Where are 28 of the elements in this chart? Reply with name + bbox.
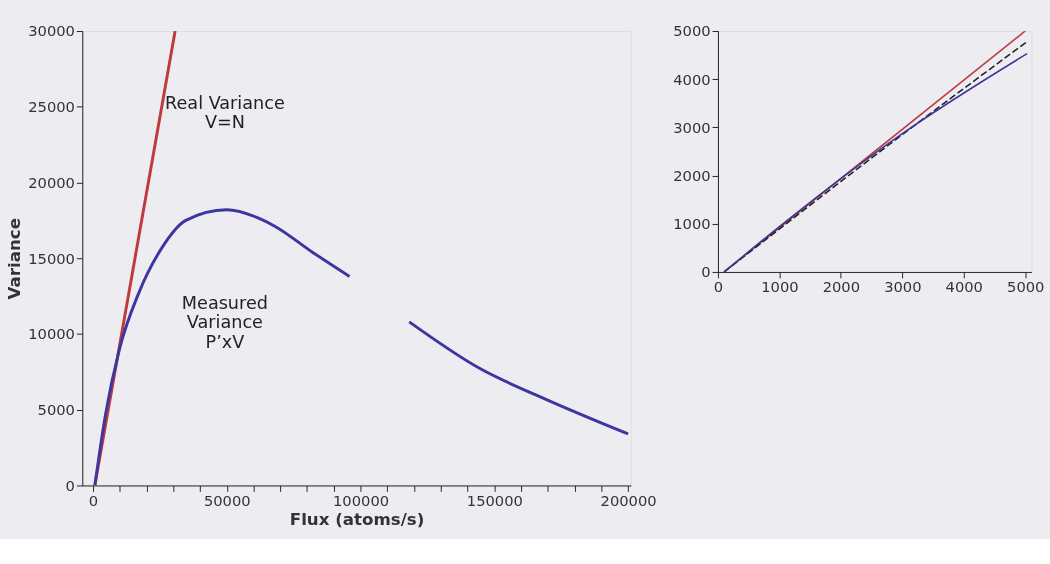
x-tick-label: 200000 [600,491,657,509]
y-tick-label: 30000 [28,22,75,40]
x-tick-label: 150000 [466,491,523,509]
y-tick-label: 25000 [28,98,75,116]
x-tick-label: 50000 [203,491,251,509]
y-tick-label: 5000 [37,401,75,419]
y-tick-label: 10000 [28,325,75,343]
y-tick-label: 0 [65,476,75,494]
x-tick-label: 0 [713,278,724,296]
x-tick-label: 0 [88,491,99,509]
y-tick-label: 15000 [28,249,75,267]
y-tick-label: 2000 [673,166,711,184]
y-tick-label: 3000 [673,118,711,136]
y-tick-label: 5000 [673,22,711,40]
x-tick-label: 1000 [761,278,799,296]
x-tick-label: 100000 [332,491,390,509]
x-tick-label: 5000 [1007,278,1045,296]
y-axis-title: Variance [5,218,25,300]
y-tick-label: 0 [701,263,711,281]
y-tick-label: 20000 [28,173,75,191]
y-tick-label: 4000 [673,70,711,88]
annotation: Measured Variance P’xV [181,292,268,352]
y-tick-label: 1000 [673,215,711,233]
annotation: Real Variance V=N [165,92,285,133]
x-tick-label: 4000 [945,278,983,296]
x-axis-title: Flux (atoms/s) [289,510,425,530]
x-tick-label: 2000 [822,278,861,296]
x-tick-label: 3000 [884,278,922,296]
